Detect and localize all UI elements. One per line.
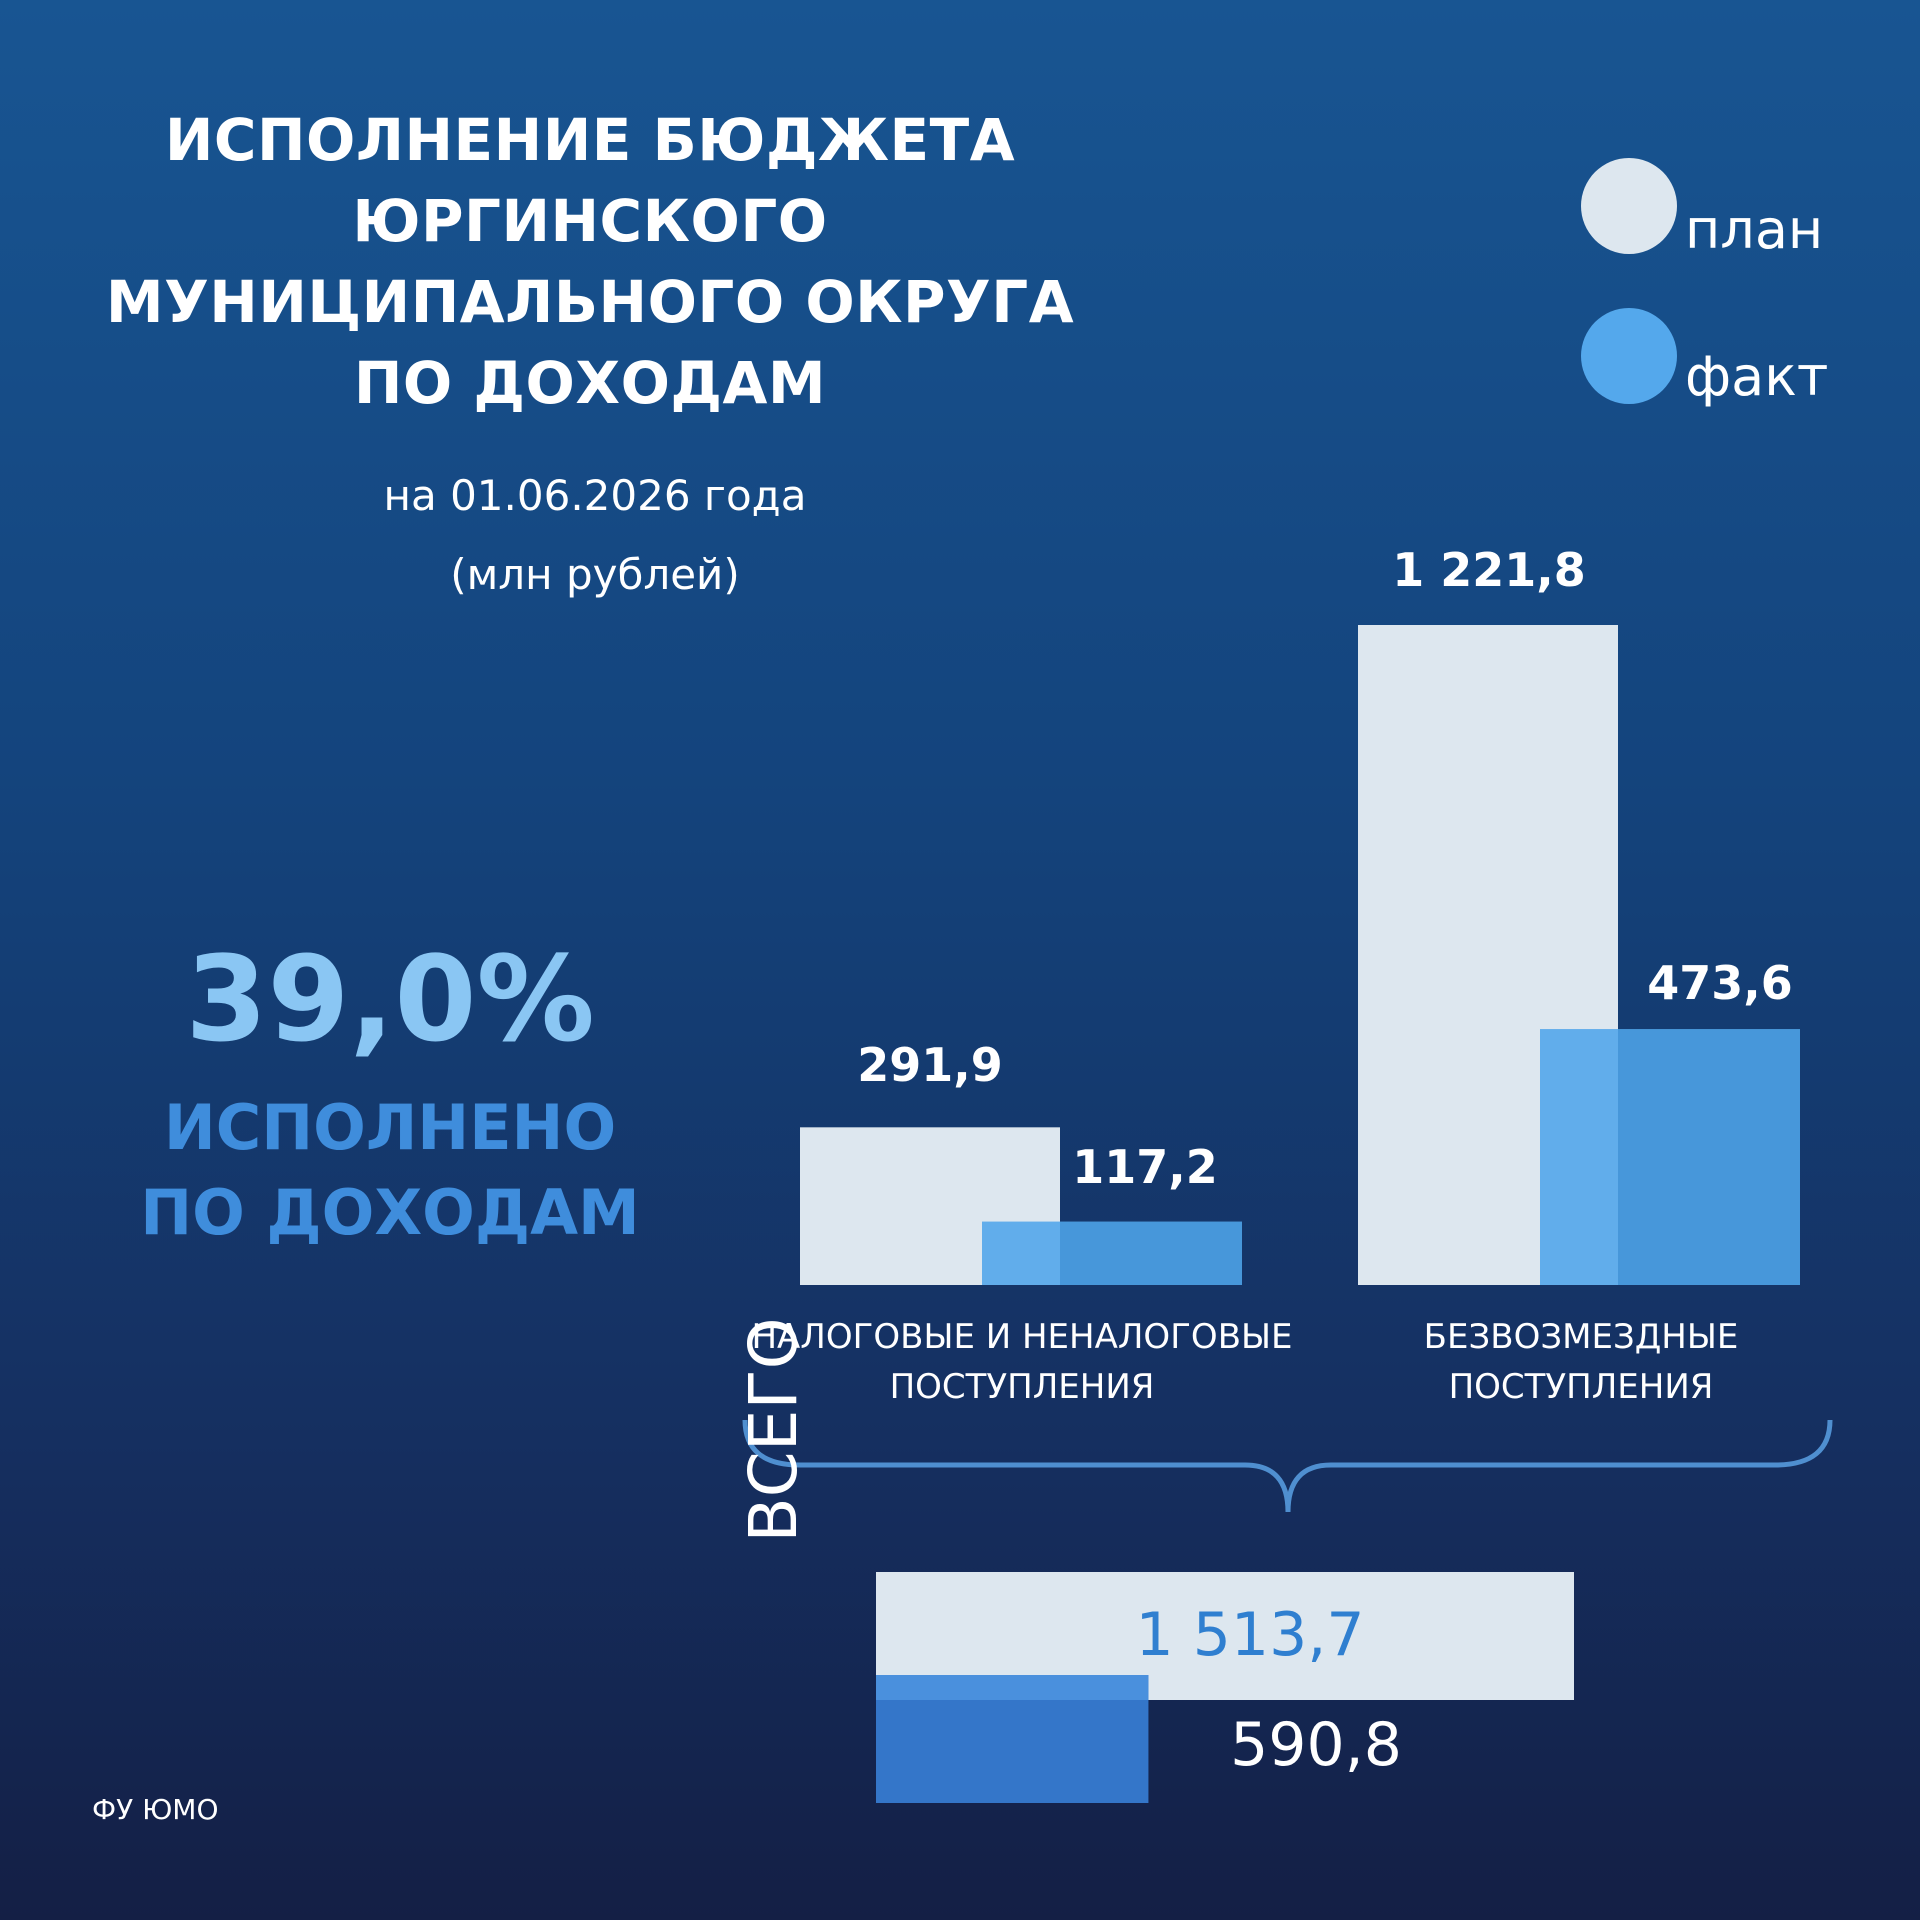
category-label-0-line-2: ПОСТУПЛЕНИЯ — [889, 1367, 1155, 1407]
legend-plan-label: план — [1685, 198, 1824, 261]
bar-value-plan-1: 1 221,8 — [1392, 543, 1586, 597]
chart-subtitle: на 01.06.2026 года (млн рублей) — [80, 456, 1110, 614]
subtitle-date: на 01.06.2026 года — [383, 471, 807, 520]
execution-caption-line-1: ИСПОЛНЕНО — [163, 1091, 617, 1164]
footer-source: ФУ ЮМО — [92, 1793, 219, 1826]
execution-percent: 39,0% — [185, 930, 595, 1068]
legend-fact-label: факт — [1685, 345, 1829, 408]
total-category-label: ВСЕГО — [735, 1317, 812, 1543]
category-label-1-line-1: БЕЗВОЗМЕЗДНЫЕ — [1423, 1317, 1739, 1357]
chart-title: ИСПОЛНЕНИЕ БЮДЖЕТА ЮРГИНСКОГО МУНИЦИПАЛЬ… — [80, 100, 1100, 424]
execution-caption: ИСПОЛНЕНО ПО ДОХОДАМ — [120, 1085, 660, 1255]
title-line-4: ПО ДОХОДАМ — [353, 349, 827, 417]
overlap-light-0 — [982, 1221, 1060, 1285]
fact-bar-right-1 — [1618, 1029, 1800, 1285]
category-label-0-line-1: НАЛОГОВЫЕ И НЕНАЛОГОВЫЕ — [751, 1317, 1293, 1357]
total-fact-overlap — [876, 1675, 1149, 1700]
bar-value-plan-0: 291,9 — [857, 1038, 1003, 1092]
category-label-0: НАЛОГОВЫЕ И НЕНАЛОГОВЫЕ ПОСТУПЛЕНИЯ — [712, 1312, 1332, 1412]
bar-value-fact-0: 117,2 — [1072, 1140, 1218, 1194]
total-plan-value: 1 513,7 — [1135, 1600, 1365, 1670]
category-label-1: БЕЗВОЗМЕЗДНЫЕ ПОСТУПЛЕНИЯ — [1271, 1312, 1891, 1412]
category-label-1-line-2: ПОСТУПЛЕНИЯ — [1448, 1367, 1714, 1407]
subtitle-units: (млн рублей) — [450, 550, 740, 599]
title-line-2: ЮРГИНСКОГО — [352, 187, 828, 255]
bar-value-fact-1: 473,6 — [1647, 956, 1793, 1010]
total-brace — [742, 1419, 1833, 1513]
legend-fact-swatch — [1581, 308, 1677, 404]
execution-caption-line-2: ПО ДОХОДАМ — [140, 1176, 640, 1249]
legend-plan-swatch — [1581, 158, 1677, 254]
fact-bar-right-0 — [1060, 1221, 1242, 1285]
title-line-1: ИСПОЛНЕНИЕ БЮДЖЕТА — [164, 106, 1016, 174]
total-fact-value: 590,8 — [1230, 1710, 1402, 1780]
overlap-light-1 — [1540, 1029, 1618, 1285]
title-line-3: МУНИЦИПАЛЬНОГО ОКРУГА — [105, 268, 1075, 336]
